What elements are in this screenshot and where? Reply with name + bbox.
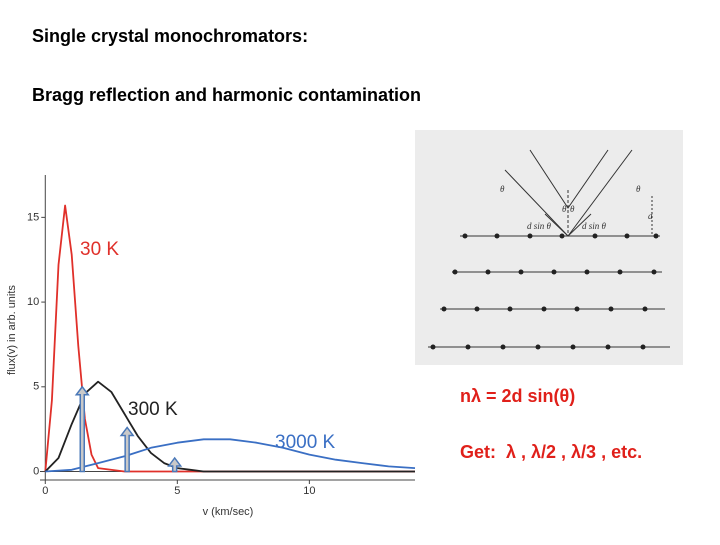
chart: v (km/sec) flux(v) in arb. units 0 5 10 15 0… bbox=[6, 175, 416, 518]
angle-label: θ bbox=[570, 204, 575, 214]
y-tick-label: 10 bbox=[27, 296, 39, 308]
bragg-diagram: θ θ θ θ d d sin θ d sin θ bbox=[415, 130, 683, 365]
angle-label: θ bbox=[562, 204, 567, 214]
series-line bbox=[45, 438, 416, 473]
y-tick-label: 0 bbox=[33, 465, 39, 477]
y-axis-label: flux(v) in arb. units bbox=[6, 285, 18, 375]
spacing-label: d bbox=[648, 211, 653, 221]
x-tick-label: 10 bbox=[303, 485, 315, 497]
bragg-equation: nλ = 2d sin(θ) bbox=[460, 386, 575, 406]
harmonic-arrow bbox=[119, 426, 135, 473]
series-label: 3000 K bbox=[275, 432, 336, 453]
path-label: d sin θ bbox=[527, 221, 552, 231]
x-axis-label: v (km/sec) bbox=[203, 506, 254, 518]
x-tick-label: 5 bbox=[174, 485, 180, 497]
rays bbox=[504, 149, 653, 237]
y-tick-label: 15 bbox=[27, 211, 39, 223]
atoms bbox=[430, 233, 659, 350]
angle-label: θ bbox=[500, 184, 505, 194]
subtitle: Bragg reflection and harmonic contaminat… bbox=[32, 85, 421, 105]
title: Single crystal monochromators: bbox=[32, 26, 308, 46]
path-label: d sin θ bbox=[582, 221, 607, 231]
series-label: 30 K bbox=[80, 239, 119, 260]
harmonics-note: Get: λ , λ/2 , λ/3 , etc. bbox=[460, 442, 642, 462]
angle-label: θ bbox=[636, 184, 641, 194]
series-line bbox=[44, 380, 415, 473]
harmonic-arrow bbox=[167, 456, 183, 473]
series-label: 300 K bbox=[128, 399, 178, 420]
harmonic-arrow bbox=[74, 385, 90, 473]
diagram-background bbox=[415, 130, 683, 365]
y-tick-label: 5 bbox=[33, 381, 39, 393]
x-tick-label: 0 bbox=[42, 485, 48, 497]
series-line bbox=[44, 204, 415, 473]
